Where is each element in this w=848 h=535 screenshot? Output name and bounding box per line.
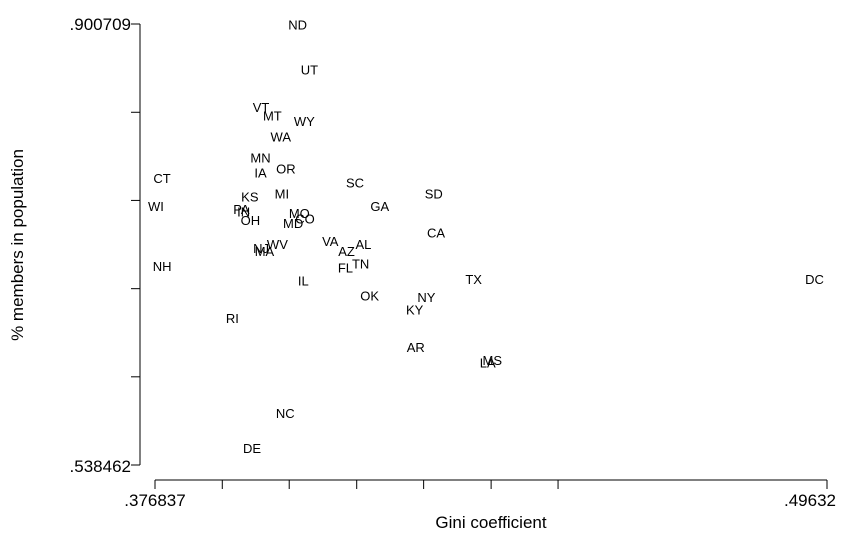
y-axis-title: % members in population: [8, 149, 27, 341]
point-label-ks: KS: [241, 189, 259, 204]
point-label-ri: RI: [226, 311, 239, 326]
point-label-tx: TX: [465, 272, 482, 287]
point-label-al: AL: [355, 237, 371, 252]
y-axis-ticks: [131, 23, 140, 466]
point-label-de: DE: [243, 441, 261, 456]
point-label-ok: OK: [360, 288, 379, 303]
point-label-wv: WV: [267, 237, 288, 252]
point-label-ct: CT: [153, 171, 170, 186]
y-tick-label-min: .538462: [70, 457, 131, 476]
point-label-md: MD: [283, 216, 303, 231]
point-label-ga: GA: [370, 199, 389, 214]
x-axis-ticks: [154, 480, 828, 489]
point-label-va: VA: [322, 234, 339, 249]
point-label-wi: WI: [148, 199, 164, 214]
point-label-wy: WY: [294, 114, 315, 129]
point-label-sc: SC: [346, 175, 364, 190]
point-label-mt: MT: [263, 108, 282, 123]
point-label-ia: IA: [254, 166, 267, 181]
point-label-vt: VT: [253, 100, 270, 115]
point-label-nc: NC: [276, 406, 295, 421]
point-label-mo: MO: [289, 206, 310, 221]
point-label-dc: DC: [805, 272, 824, 287]
point-label-nj: NJ: [253, 241, 269, 256]
point-label-ca: CA: [427, 226, 445, 241]
point-label-az: AZ: [338, 244, 355, 259]
point-label-ms: MS: [482, 353, 502, 368]
point-label-mi: MI: [275, 187, 289, 202]
point-label-nd: ND: [288, 18, 307, 33]
point-label-co: CO: [295, 212, 315, 227]
point-label-tn: TN: [352, 256, 369, 271]
point-label-ky: KY: [406, 302, 424, 317]
point-label-mn: MN: [250, 150, 270, 165]
point-label-or: OR: [276, 162, 296, 177]
point-label-la: LA: [480, 356, 496, 371]
point-label-nh: NH: [153, 259, 172, 274]
point-label-ma: MA: [255, 244, 275, 259]
point-label-il: IL: [298, 273, 309, 288]
point-label-ut: UT: [301, 62, 318, 77]
x-tick-label-max: .49632: [784, 491, 836, 510]
point-label-fl: FL: [338, 261, 353, 276]
point-label-in: IN: [237, 205, 250, 220]
y-tick-label-max: .900709: [70, 15, 131, 34]
point-label-oh: OH: [241, 213, 261, 228]
point-label-wa: WA: [271, 129, 292, 144]
point-label-ar: AR: [407, 340, 425, 355]
x-axis-title: Gini coefficient: [435, 513, 546, 532]
point-label-ny: NY: [417, 290, 435, 305]
x-tick-label-min: .376837: [124, 491, 185, 510]
point-label-pa: PA: [233, 202, 250, 217]
point-label-sd: SD: [425, 187, 443, 202]
